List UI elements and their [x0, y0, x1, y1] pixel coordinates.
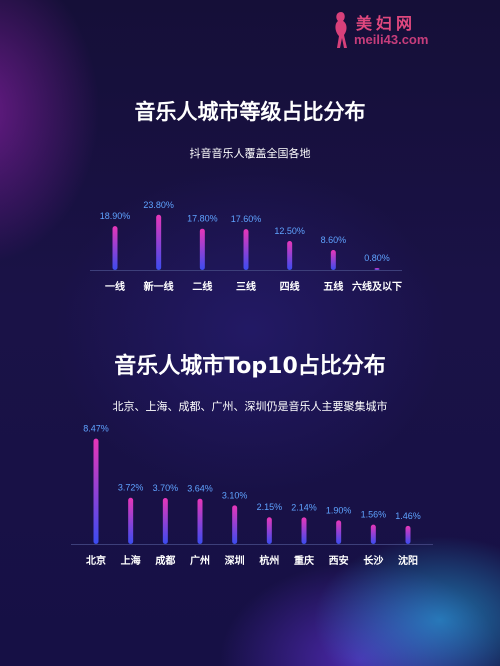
value-label: 3.64% [187, 484, 213, 494]
category-label: 杭州 [259, 554, 279, 567]
bar-6 [266, 517, 272, 544]
bar-2 [156, 214, 162, 270]
value-label: 3.70% [153, 483, 179, 493]
category-label: 上海 [121, 554, 141, 567]
value-label: 17.80% [187, 214, 218, 224]
bar-7 [374, 268, 380, 270]
chart1-city-tier-bars: 18.90% 一线 23.80% 新一线 17.80% 二线 17.60% 三线 12.50% 四… [90, 200, 402, 293]
chart2-subtitle: 北京、上海、成都、广州、深圳仍是音乐人主要聚集城市 [112, 400, 388, 413]
category-label: 长沙 [363, 554, 383, 567]
category-label: 五线 [323, 280, 343, 293]
value-label: 2.15% [257, 502, 283, 512]
bar-6 [330, 250, 336, 270]
chart2-top10-city-bars: 8.47% 北京 3.72% 上海 3.70% 成都 3.64% 广州 3.10% 深圳 2.15%… [71, 424, 433, 567]
bar-5 [287, 241, 293, 270]
bar-4 [197, 498, 203, 544]
chart1-subtitle: 抖音音乐人覆盖全国各地 [189, 147, 311, 160]
value-label: 3.72% [118, 483, 144, 493]
bar-1 [93, 438, 99, 544]
category-label: 成都 [155, 554, 175, 567]
bar-1 [112, 226, 118, 270]
value-label: 1.56% [361, 510, 387, 520]
site-watermark: 美妇网 meili43.com [330, 8, 490, 54]
bar-7 [301, 517, 307, 544]
chart1-title: 音乐人城市等级占比分布 [134, 100, 366, 124]
category-label: 深圳 [225, 554, 245, 567]
bar-3 [162, 497, 168, 544]
watermark-url: meili43.com [354, 32, 429, 47]
value-label: 2.14% [291, 502, 317, 512]
category-label: 沈阳 [398, 554, 418, 567]
bar-8 [336, 520, 342, 544]
value-label: 1.46% [395, 511, 421, 521]
value-label: 8.60% [321, 235, 347, 245]
bar-9 [370, 524, 376, 544]
bar-4 [243, 229, 249, 270]
value-label: 0.80% [364, 253, 390, 263]
category-label: 北京 [86, 554, 106, 567]
category-label: 重庆 [294, 554, 314, 567]
category-label: 广州 [190, 554, 210, 567]
category-label: 三线 [236, 280, 256, 293]
category-label: 二线 [192, 280, 212, 293]
value-label: 17.60% [231, 214, 262, 224]
watermark-name: 美妇网 [356, 14, 417, 33]
category-label: 六线及以下 [352, 280, 402, 293]
value-label: 18.90% [100, 211, 131, 221]
value-label: 1.90% [326, 505, 352, 515]
category-label: 四线 [280, 280, 300, 293]
value-label: 8.47% [83, 424, 109, 434]
category-label: 一线 [105, 280, 125, 293]
chart2-title: 音乐人城市Top10占比分布 [114, 354, 386, 379]
value-label: 12.50% [274, 226, 305, 236]
category-label: 新一线 [144, 280, 174, 293]
category-label: 西安 [329, 554, 349, 567]
value-label: 23.80% [143, 200, 174, 210]
bar-10 [405, 525, 411, 544]
bar-5 [232, 505, 238, 544]
bar-3 [199, 228, 205, 270]
bar-2 [128, 497, 134, 544]
figure-logo-icon [335, 12, 347, 48]
value-label: 3.10% [222, 490, 248, 500]
